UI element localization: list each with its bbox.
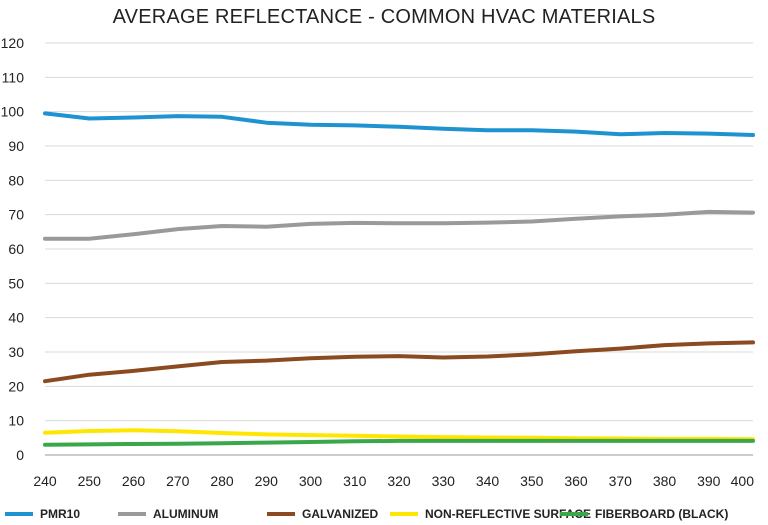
legend-label: ALUMINUM: [153, 507, 218, 521]
legend-label: NON-REFLECTIVE SURFACE: [425, 507, 591, 521]
series-line-4: [43, 438, 755, 447]
x-tick-label: 370: [609, 473, 633, 489]
x-tick-label: 320: [387, 473, 411, 489]
chart-title: AVERAGE REFLECTANCE - COMMON HVAC MATERI…: [113, 6, 656, 28]
y-tick-label: 110: [2, 69, 25, 85]
x-tick-label: 390: [697, 473, 721, 489]
legend: PMR10 ALUMINUM GALVANIZED NON-REFLECTIVE SU…: [5, 507, 728, 521]
x-tick-label: 300: [299, 473, 323, 489]
y-axis-ticks: 0 10 20 30 40 50 60 70 80 90 100 110 120: [1, 35, 25, 463]
y-tick-label: 0: [16, 447, 24, 463]
x-tick-label: 260: [122, 473, 146, 489]
x-tick-label: 280: [210, 473, 234, 489]
x-tick-label: 350: [520, 473, 544, 489]
y-tick-label: 80: [8, 172, 24, 188]
series-line-2: [43, 340, 755, 384]
y-tick-label: 60: [8, 241, 24, 257]
x-tick-label: 270: [166, 473, 190, 489]
x-tick-label: 290: [255, 473, 279, 489]
series-line-1: [43, 209, 755, 241]
series-lines: [43, 111, 755, 447]
x-tick-label: 330: [432, 473, 456, 489]
series-line-3: [43, 428, 755, 442]
y-tick-label: 120: [1, 35, 25, 51]
y-tick-label: 30: [8, 344, 24, 360]
x-tick-label: 380: [653, 473, 677, 489]
x-tick-label: 340: [476, 473, 500, 489]
x-axis-ticks: 240 250 260 270 280 290 300 310 320 330 340 350 360 3…: [33, 473, 754, 489]
legend-label: PMR10: [40, 507, 80, 521]
x-tick-label: 400: [731, 473, 755, 489]
y-tick-label: 90: [8, 138, 24, 154]
legend-label: FIBERBOARD (BLACK): [595, 507, 728, 521]
y-tick-label: 50: [8, 275, 24, 291]
y-tick-label: 10: [8, 413, 24, 429]
y-tick-label: 70: [8, 207, 24, 223]
x-tick-label: 250: [78, 473, 102, 489]
x-tick-label: 360: [564, 473, 588, 489]
x-tick-label: 310: [343, 473, 367, 489]
gridlines: [45, 42, 753, 456]
legend-label: GALVANIZED: [302, 507, 379, 521]
y-tick-label: 20: [8, 378, 24, 394]
series-line-0: [43, 111, 755, 137]
y-tick-label: 100: [1, 104, 25, 120]
x-tick-label: 240: [33, 473, 57, 489]
y-tick-label: 40: [8, 310, 24, 326]
